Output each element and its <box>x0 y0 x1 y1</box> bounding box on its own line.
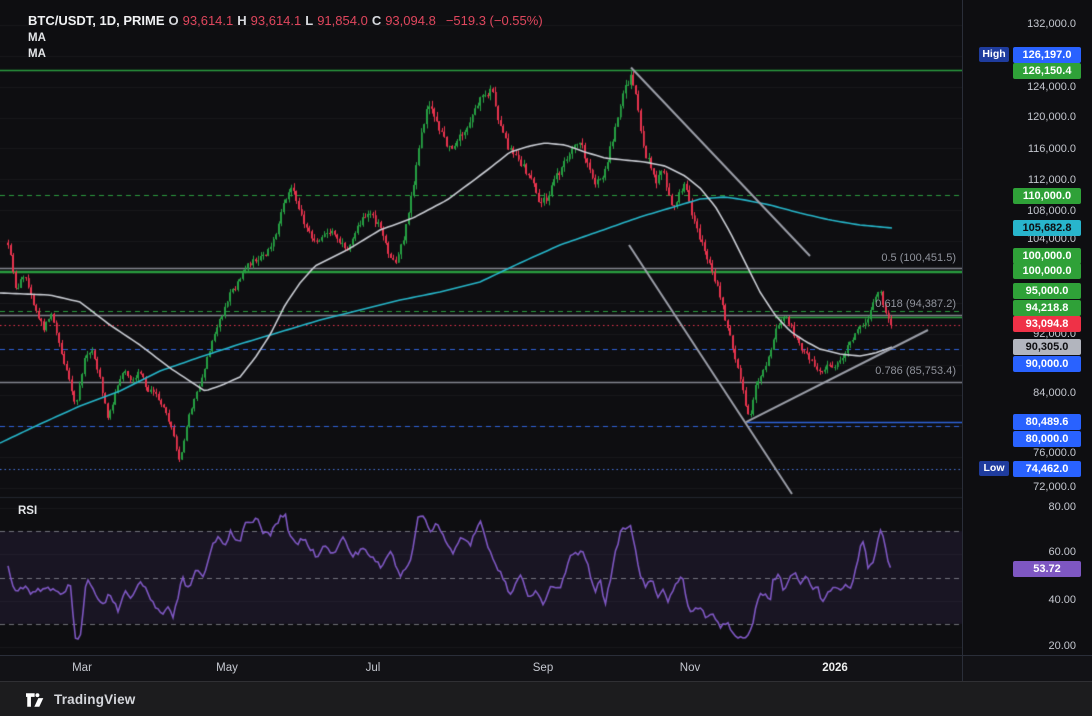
price-badge: 126,197.0 <box>1013 47 1081 63</box>
price-axis[interactable]: 132,000.0 124,000.0 120,000.0 116,000.0 112,… <box>962 0 1092 681</box>
price-axis-tick: 116,000.0 <box>1027 143 1076 155</box>
price-badge: 53.72 <box>1013 561 1081 577</box>
time-axis-label: May <box>216 662 238 674</box>
price-axis-tick: 132,000.0 <box>1027 18 1076 30</box>
time-axis-label: Jul <box>365 662 381 674</box>
time-axis-label: 2026 <box>822 662 848 674</box>
tradingview-brand-text: TradingView <box>54 692 136 707</box>
price-badge: 100,000.0 <box>1013 263 1081 279</box>
price-axis-tick: 76,000.0 <box>1033 447 1076 459</box>
price-badge: 100,000.0 <box>1013 248 1081 264</box>
price-axis-tick: 124,000.0 <box>1027 81 1076 93</box>
price-axis-tick: 40.00 <box>1048 594 1076 606</box>
price-axis-tick: 108,000.0 <box>1027 205 1076 217</box>
price-chart-canvas[interactable] <box>0 0 962 655</box>
price-axis-tick: 84,000.0 <box>1033 387 1076 399</box>
price-axis-tick: 112,000.0 <box>1027 174 1076 186</box>
price-badge: 90,000.0 <box>1013 356 1081 372</box>
price-axis-tick: 20.00 <box>1048 640 1076 652</box>
high-marker-label: High <box>979 47 1009 62</box>
price-badge: 95,000.0 <box>1013 283 1081 299</box>
axis-corner <box>962 655 1092 682</box>
tradingview-logo-icon <box>26 692 47 707</box>
price-badge: 93,094.8 <box>1013 316 1081 332</box>
price-badge: 110,000.0 <box>1013 188 1081 204</box>
price-badge: 94,218.8 <box>1013 300 1081 316</box>
price-axis-tick: 104,000.0 <box>1027 233 1076 245</box>
price-badge: 80,489.6 <box>1013 414 1081 430</box>
time-axis[interactable]: MarMayJulSepNov2026Mar <box>0 655 985 682</box>
price-badge: 80,000.0 <box>1013 431 1081 447</box>
time-axis-label: Sep <box>532 662 554 674</box>
price-axis-tick: 120,000.0 <box>1027 111 1076 123</box>
time-axis-label: Mar <box>72 662 92 674</box>
footer-bar: TradingView <box>0 681 1092 716</box>
price-badge: 126,150.4 <box>1013 63 1081 79</box>
price-axis-tick: 60.00 <box>1048 546 1076 558</box>
price-badge: 105,682.8 <box>1013 220 1081 236</box>
price-axis-tick: 72,000.0 <box>1033 481 1076 493</box>
price-badge: 90,305.0 <box>1013 339 1081 355</box>
time-axis-label: Nov <box>679 662 701 674</box>
price-axis-tick: 80.00 <box>1048 501 1076 513</box>
price-badge: 74,462.0 <box>1013 461 1081 477</box>
low-marker-label: Low <box>979 461 1009 476</box>
tradingview-logo[interactable]: TradingView <box>26 692 135 707</box>
